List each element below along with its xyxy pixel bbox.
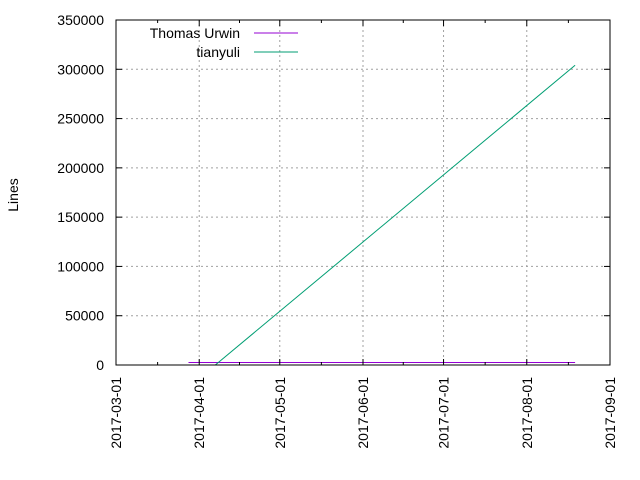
legend: Thomas Urwin tianyuli [150,25,298,60]
grid [116,20,610,365]
y-tick-label: 150000 [57,209,104,225]
y-tick-label: 250000 [57,111,104,127]
legend-label: tianyuli [196,44,240,60]
y-tick-label: 50000 [65,308,104,324]
series-line-1 [214,64,576,366]
y-tick-label: 0 [96,357,104,373]
x-tick-label: 2017-04-01 [191,377,207,449]
y-tick-label: 300000 [57,61,104,77]
x-tick-label: 2017-06-01 [355,377,371,449]
x-tick-label: 2017-07-01 [436,377,452,449]
y-tick-label: 350000 [57,12,104,28]
y-tick-label: 200000 [57,160,104,176]
y-axis-label: Lines [5,178,21,211]
x-tick-label: 2017-09-01 [602,377,618,449]
x-tick-label: 2017-03-01 [108,377,124,449]
x-tick-label: 2017-05-01 [272,377,288,449]
x-axis-tick-labels: 2017-03-01 2017-04-01 2017-05-01 2017-06-01… [108,377,618,449]
y-tick-label: 100000 [57,258,104,274]
axis-ticks [115,19,611,366]
x-tick-label: 2017-08-01 [519,377,535,449]
series-lines [188,64,576,366]
y-axis-tick-labels: 0 50000 100000 150000 200000 250000 300000 3500… [57,12,104,373]
legend-label: Thomas Urwin [150,25,240,41]
